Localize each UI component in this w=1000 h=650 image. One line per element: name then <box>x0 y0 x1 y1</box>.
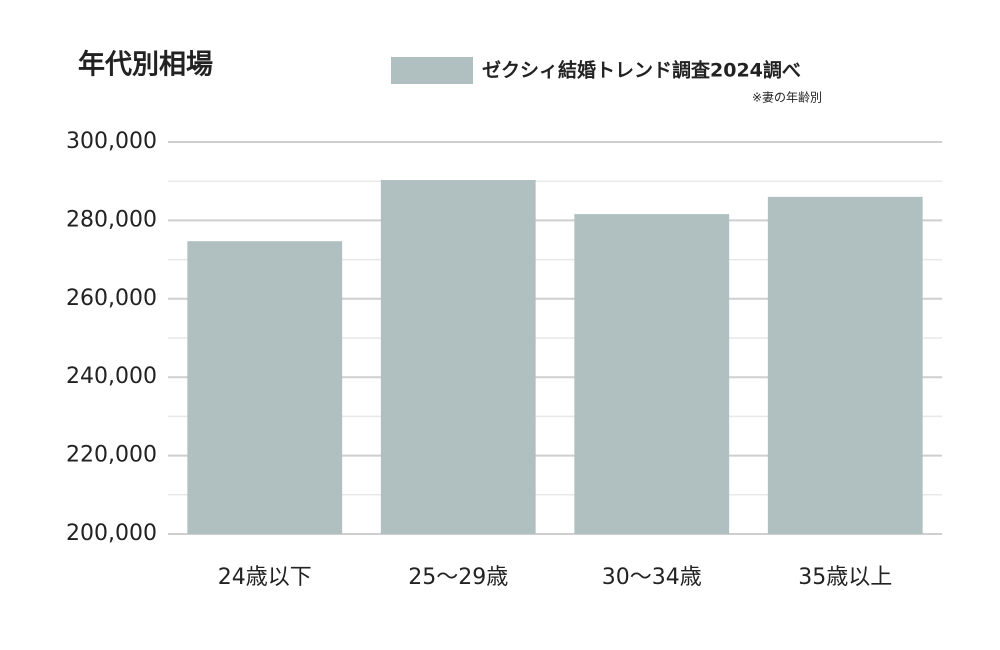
y-tick-label: 220,000 <box>66 443 157 468</box>
note: ※妻の年齢別 <box>752 90 822 105</box>
y-tick-label: 300,000 <box>66 129 157 154</box>
y-tick-label: 260,000 <box>66 286 157 311</box>
y-tick-label: 280,000 <box>66 207 157 232</box>
y-tick-label: 240,000 <box>66 364 157 389</box>
bar <box>574 214 730 535</box>
y-tick-label: 200,000 <box>66 521 157 546</box>
legend-swatch <box>391 57 473 84</box>
x-tick-label: 30〜34歳 <box>602 565 702 590</box>
bar <box>767 196 923 534</box>
bar <box>380 180 536 535</box>
x-tick-label: 24歳以下 <box>218 565 312 590</box>
legend-label: ゼクシィ結婚トレンド調査2024調べ <box>482 59 801 82</box>
x-tick-label: 35歳以上 <box>798 565 892 590</box>
x-tick-label: 25〜29歳 <box>408 565 508 590</box>
chart-title: 年代別相場 <box>78 49 213 81</box>
bar <box>187 241 343 534</box>
